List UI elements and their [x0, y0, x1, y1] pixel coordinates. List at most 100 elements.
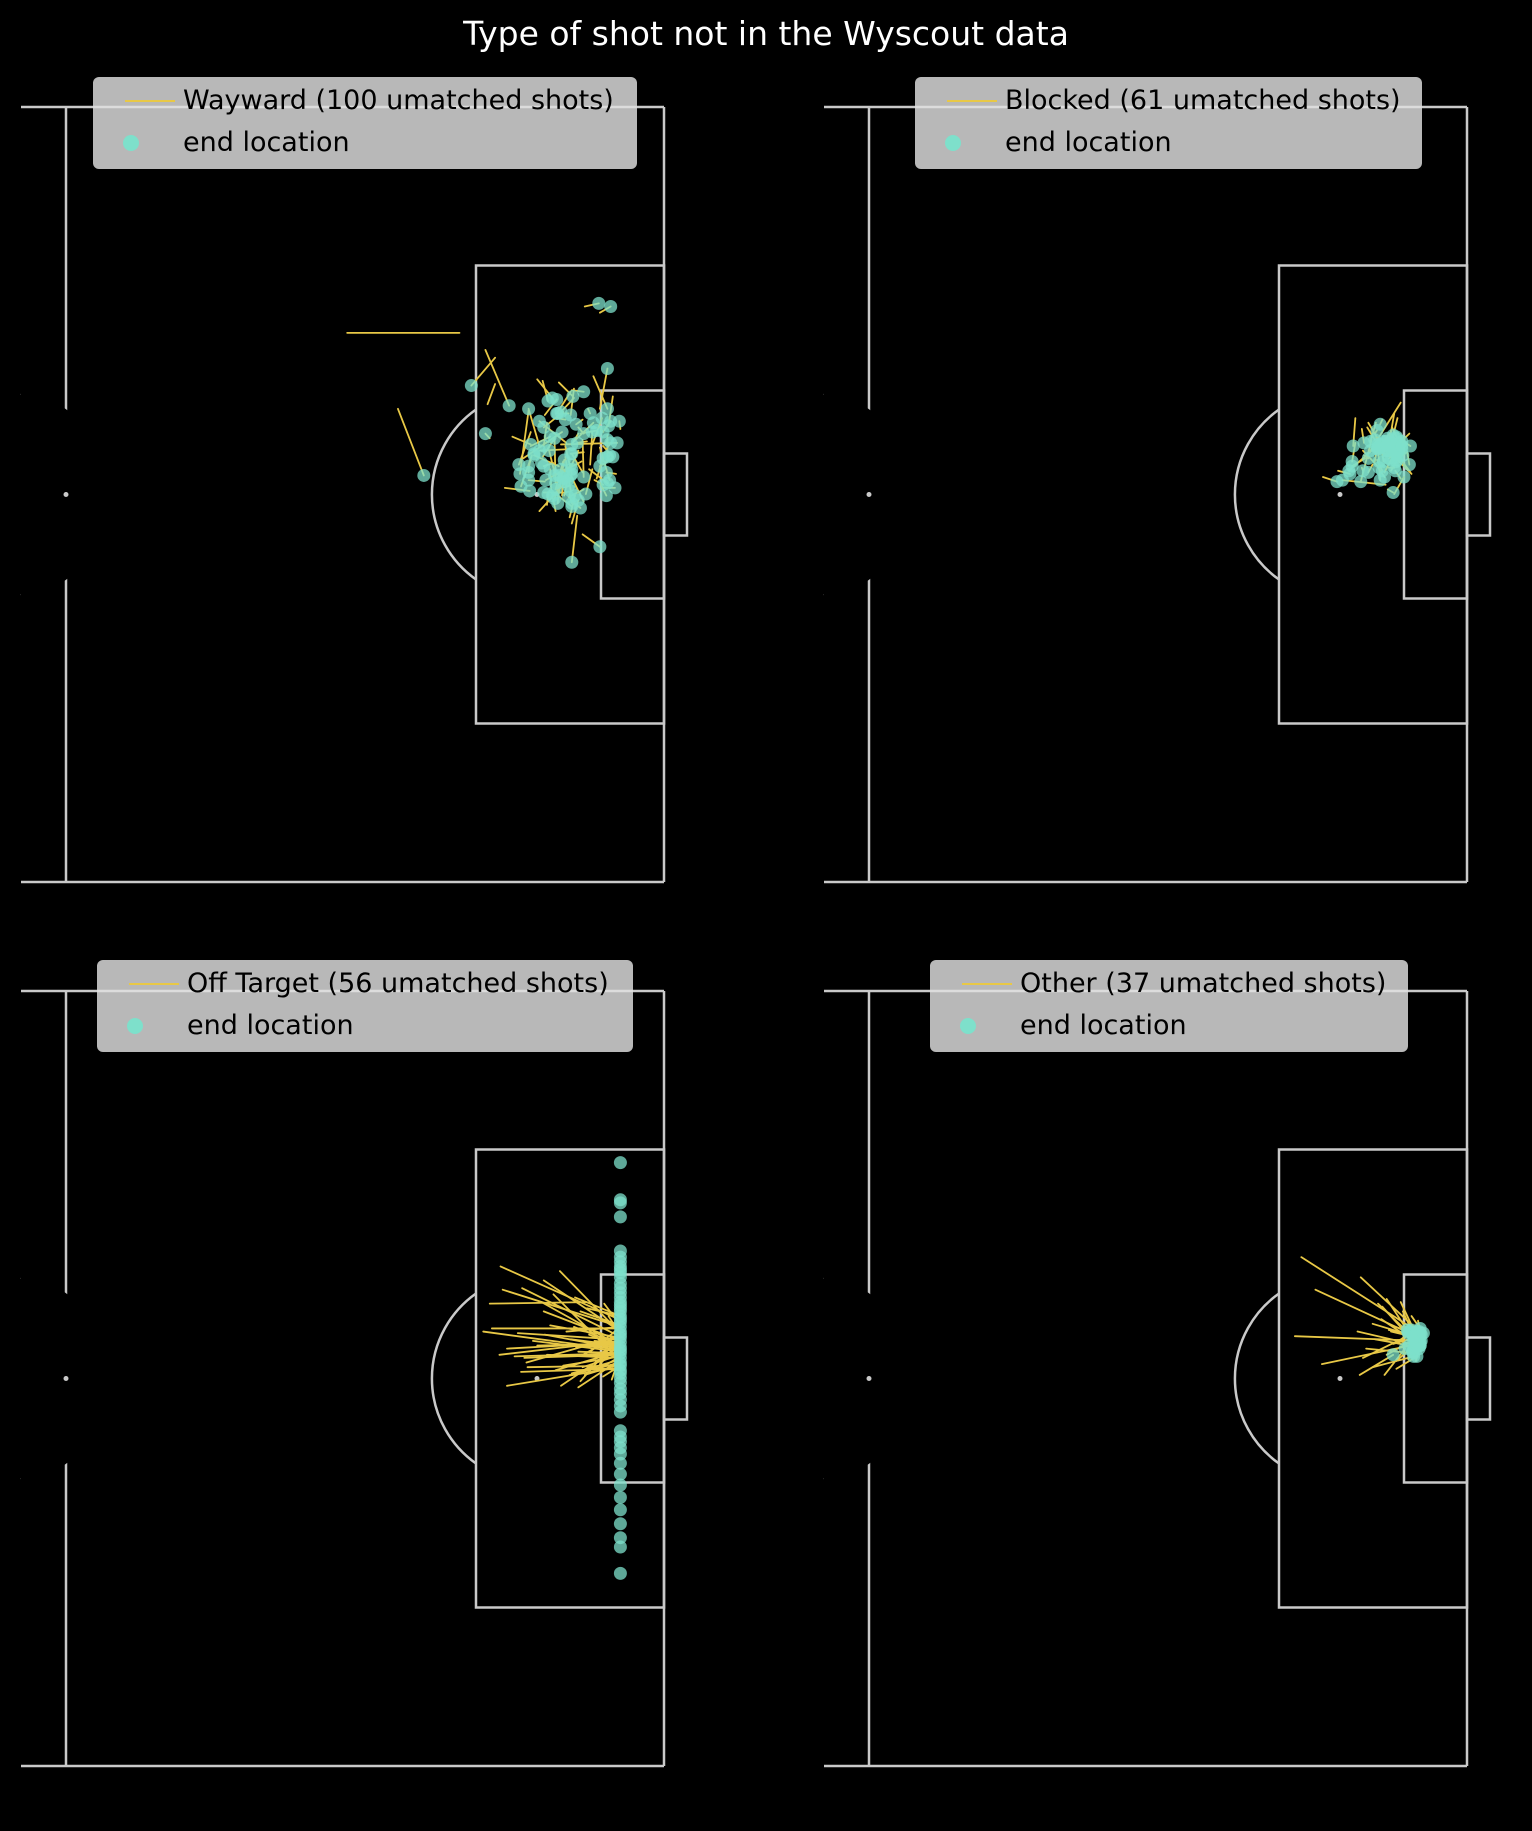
- penalty-arc: [430, 1292, 477, 1465]
- shot-end-point: [565, 555, 579, 569]
- center-spot: [63, 492, 69, 497]
- shot-end-point: [527, 447, 541, 461]
- shot-end-point: [566, 389, 580, 403]
- shot-line: [484, 348, 511, 407]
- shot-line: [542, 1279, 622, 1333]
- penalty-arc: [430, 408, 477, 581]
- shot-line: [513, 1352, 622, 1358]
- shot-end-point: [522, 402, 536, 416]
- shot-end-point: [613, 1490, 627, 1504]
- shot-line: [501, 1288, 622, 1328]
- center-spot: [63, 1376, 69, 1381]
- shot-end-point: [1375, 464, 1389, 478]
- shot-end-point: [1346, 439, 1360, 453]
- shot-end-point: [560, 473, 574, 487]
- shots-layer-2: [482, 1156, 627, 1580]
- penalty-spot: [1337, 1376, 1343, 1381]
- legend-marker-swatch: [127, 1018, 143, 1034]
- six-yard-box: [599, 1273, 666, 1484]
- shot-end-point: [545, 489, 559, 503]
- shot-end-point: [604, 436, 618, 450]
- shot-end-point: [550, 406, 564, 420]
- shot-end-point: [1402, 458, 1416, 472]
- center-spot: [866, 492, 872, 497]
- shot-end-point: [548, 468, 562, 482]
- shot-line: [397, 407, 425, 477]
- pitch-panel-0: [20, 105, 689, 884]
- shot-end-point: [613, 1196, 627, 1210]
- shot-end-point: [613, 1540, 627, 1554]
- shot-line: [488, 1301, 588, 1305]
- penalty-arc: [1233, 408, 1280, 581]
- shot-end-point: [592, 296, 606, 310]
- six-yard-box: [1402, 389, 1469, 600]
- shot-end-point: [570, 436, 584, 450]
- shot-line: [598, 367, 609, 410]
- center-spot: [866, 1376, 872, 1381]
- legend-marker-label: end location: [183, 127, 350, 158]
- shot-end-point: [1354, 475, 1368, 489]
- shots-layer-3: [1293, 1256, 1430, 1376]
- penalty-area: [1277, 1148, 1469, 1609]
- shot-end-point: [613, 1503, 627, 1517]
- shot-end-point: [1356, 464, 1370, 478]
- shot-end-point: [603, 473, 617, 487]
- shot-end-point: [564, 408, 578, 422]
- shot-end-point: [537, 439, 551, 453]
- shot-end-point: [1386, 486, 1400, 499]
- goal: [662, 452, 689, 537]
- shot-end-point: [613, 1456, 627, 1470]
- shot-end-point: [565, 462, 579, 476]
- shot-end-point: [1395, 439, 1409, 453]
- shot-end-point: [613, 1478, 627, 1492]
- shot-end-point: [604, 300, 618, 313]
- legend-line-swatch: [129, 983, 179, 985]
- shot-end-point: [1361, 451, 1375, 465]
- legend-marker-swatch: [945, 135, 961, 151]
- legend-line-label: Other (37 umatched shots): [1020, 968, 1387, 999]
- shot-end-point: [606, 450, 620, 464]
- figure-title: Type of shot not in the Wyscout data: [463, 14, 1069, 53]
- penalty-spot: [534, 1376, 540, 1381]
- legend-off-target: Off Target (56 umatched shots) end locat…: [97, 960, 633, 1052]
- shot-line: [565, 1326, 622, 1333]
- shot-end-point: [579, 487, 593, 501]
- shot-end-point: [543, 430, 557, 444]
- shot-end-point: [600, 362, 614, 375]
- legend-line-label: Wayward (100 umatched shots): [183, 85, 614, 116]
- penalty-spot: [1337, 492, 1343, 497]
- six-yard-box: [1402, 1273, 1469, 1484]
- goal: [1465, 452, 1492, 537]
- shot-end-point: [613, 1531, 627, 1545]
- pitch-panel-2: [20, 989, 689, 1768]
- shot-end-point: [1412, 1342, 1426, 1356]
- pitch-panel-1: [823, 105, 1492, 884]
- shot-end-point: [577, 385, 591, 399]
- shot-line: [570, 514, 579, 564]
- shot-end-point: [512, 458, 526, 472]
- legend-line-swatch: [962, 983, 1012, 985]
- shot-line: [1358, 1353, 1395, 1376]
- shot-end-point: [502, 399, 516, 413]
- legend-wayward: Wayward (100 umatched shots) end locatio…: [93, 77, 637, 169]
- shot-end-point: [1345, 455, 1359, 468]
- legend-line-label: Off Target (56 umatched shots): [187, 968, 609, 999]
- shot-end-point: [550, 393, 564, 406]
- shots-layer-1: [1322, 401, 1417, 499]
- shot-end-point: [613, 1405, 627, 1419]
- shot-end-point: [562, 490, 576, 504]
- legend-blocked: Blocked (61 umatched shots) end location: [915, 77, 1422, 169]
- shot-line: [574, 1296, 622, 1317]
- shot-end-point: [613, 1467, 627, 1481]
- legend-marker-label: end location: [187, 1010, 354, 1041]
- legend-marker-label: end location: [1020, 1010, 1187, 1041]
- goal: [1465, 1336, 1492, 1421]
- shot-end-point: [613, 1447, 627, 1461]
- shot-line: [1371, 1355, 1415, 1369]
- shot-end-point: [613, 1156, 627, 1170]
- shot-end-point: [522, 459, 536, 473]
- penalty-area: [474, 1148, 666, 1609]
- shot-end-point: [600, 402, 614, 416]
- shot-end-point: [464, 379, 478, 393]
